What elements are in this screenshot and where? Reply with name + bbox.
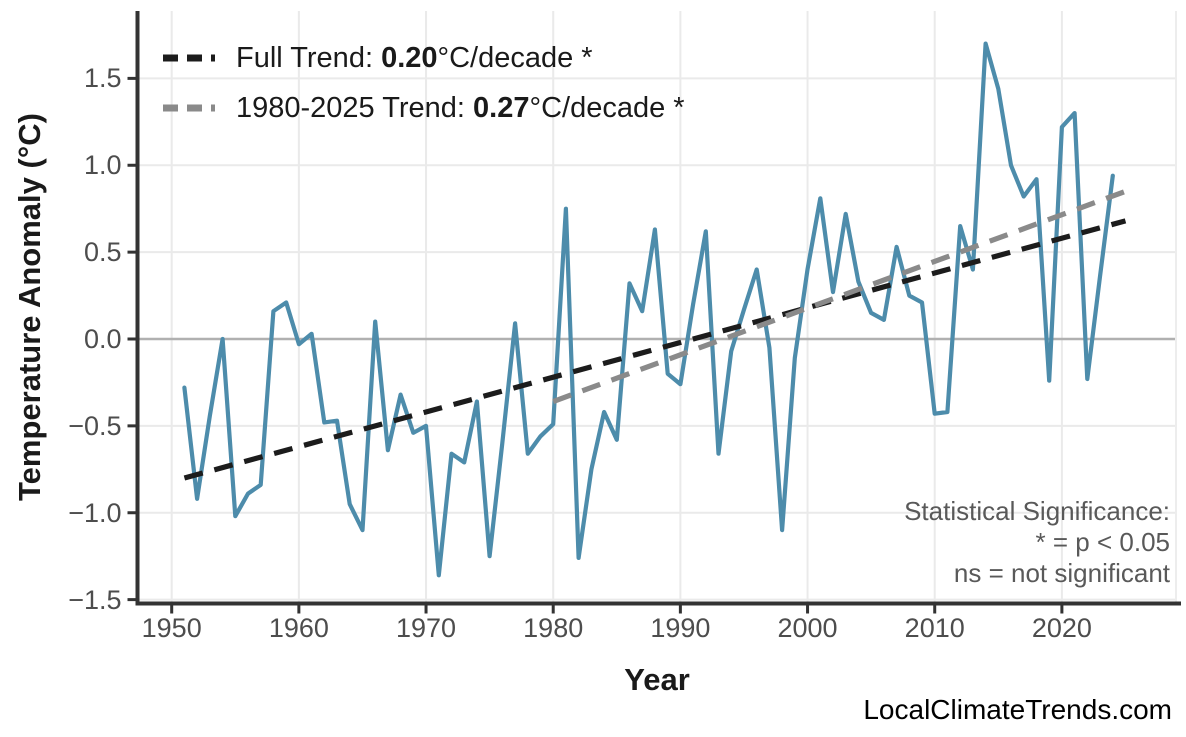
legend-trend-value: 0.20 bbox=[381, 41, 438, 74]
significance-note-line: Statistical Significance: bbox=[904, 496, 1170, 526]
full_trend-line bbox=[183, 218, 1127, 481]
black-dashed-line-swatch bbox=[163, 54, 215, 62]
significance-note: Statistical Significance: * = p < 0.05 n… bbox=[904, 496, 1170, 589]
legend-label-recent-trend: 1980-2025 Trend: 0.27°C/decade * bbox=[236, 92, 685, 125]
watermark-text: LocalClimateTrends.com bbox=[863, 694, 1172, 725]
significance-note-line: * = p < 0.05 bbox=[1035, 527, 1170, 557]
trend_1980_2025-line bbox=[552, 188, 1127, 404]
x-axis-title: Year bbox=[624, 662, 690, 697]
legend-item-recent-trend: 1980-2025 Trend: 0.27°C/decade * bbox=[163, 83, 685, 133]
legend-trend-value: 0.27 bbox=[473, 91, 530, 124]
legend-label-prefix: 1980-2025 Trend: bbox=[236, 91, 474, 124]
legend-item-full-trend: Full Trend: 0.20°C/decade * bbox=[163, 33, 685, 83]
legend-label-prefix: Full Trend: bbox=[236, 41, 382, 74]
legend-label-full-trend: Full Trend: 0.20°C/decade * bbox=[236, 42, 593, 75]
gray-dashed-line-swatch bbox=[163, 104, 215, 112]
legend: Full Trend: 0.20°C/decade * 1980-2025 Tr… bbox=[163, 33, 685, 133]
legend-label-suffix: °C/decade * bbox=[437, 41, 593, 74]
significance-note-line: ns = not significant bbox=[953, 558, 1170, 588]
legend-label-suffix: °C/decade * bbox=[529, 91, 685, 124]
y-axis-title: Temperature Anomaly (°C) bbox=[12, 113, 47, 501]
